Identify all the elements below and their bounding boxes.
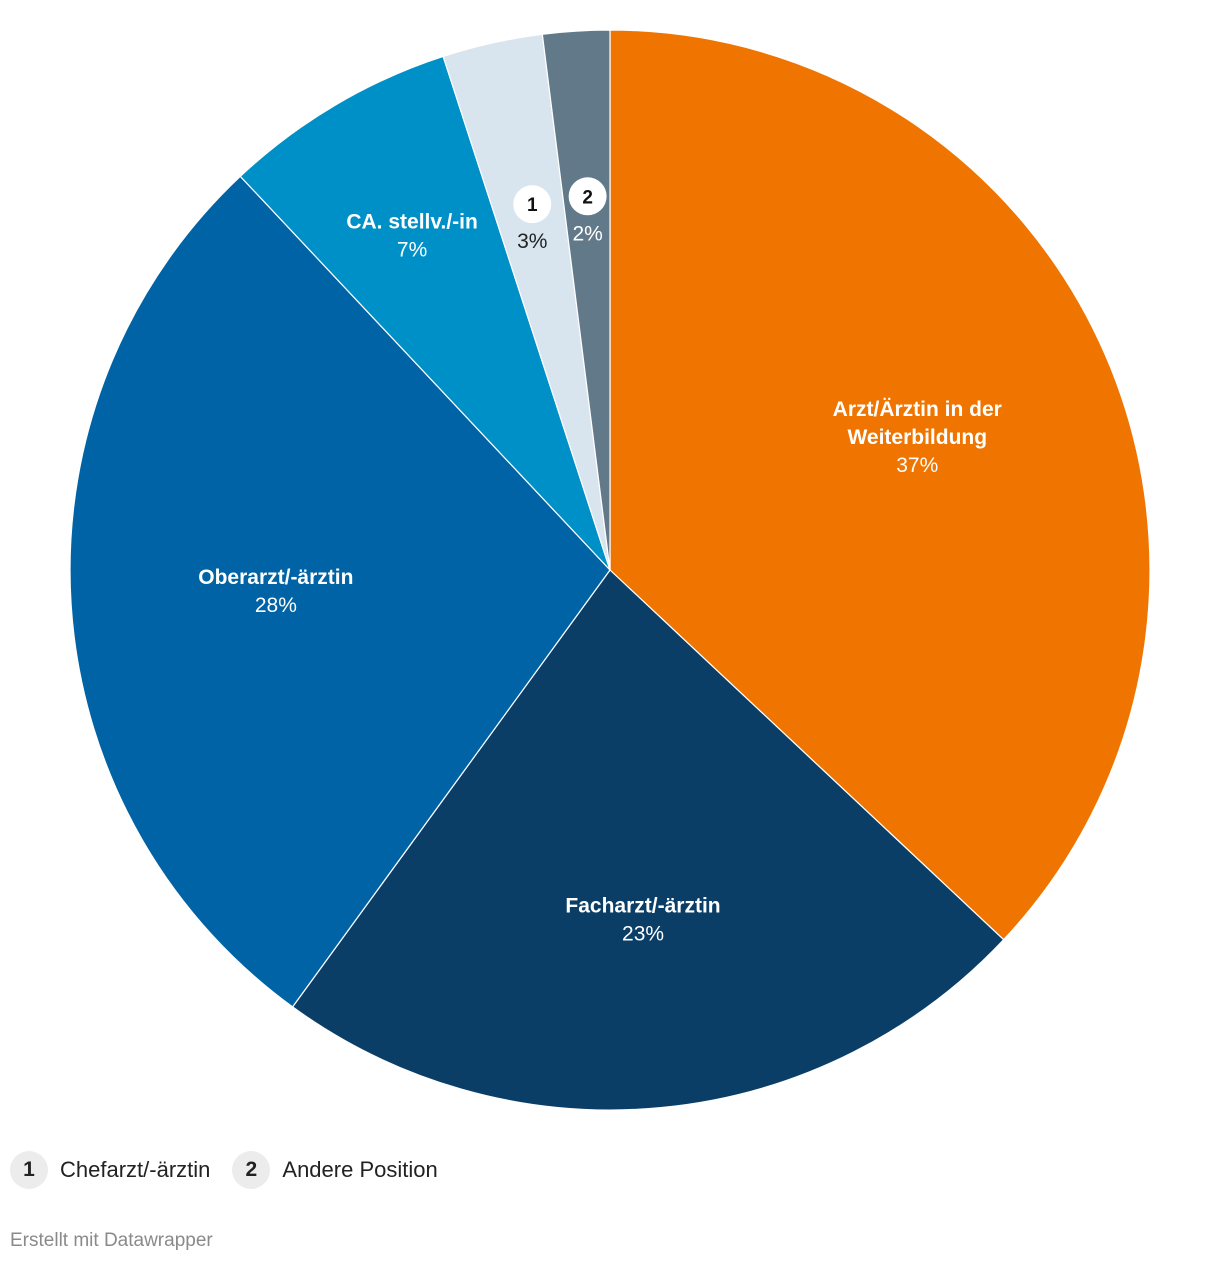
slice-marker-1 <box>513 185 552 224</box>
slice-pct-chefarzt-aerztin: 3% <box>517 230 547 253</box>
pie-chart: Arzt/Ärztin in der Weiterbildung 37% Fachar… <box>69 29 1151 1111</box>
pie-slice-arzt-aerztin-in-der-weiterbildung <box>609 29 1151 941</box>
datawrapper-credit: Erstellt mit Datawrapper <box>10 1230 213 1251</box>
slice-label-arzt-aerztin-in-der-weiterbildung-line-1: Arzt/Ärztin in der <box>833 398 1002 421</box>
slice-pct-oberarzt-aerztin: 28% <box>255 594 297 617</box>
slice-marker-text-1: 1 <box>527 195 538 216</box>
legend: 1 Chefarzt/-ärztin 2 Andere Position <box>10 1151 438 1189</box>
legend-marker-2: 2 <box>232 1151 271 1189</box>
slice-marker-text-2: 2 <box>582 187 593 208</box>
legend-label-andere-position: Andere Position <box>282 1157 438 1182</box>
slice-pct-andere-position: 2% <box>572 222 602 245</box>
slice-pct-facharzt-aerztin: 23% <box>622 922 664 945</box>
slice-pct-ca-stellv-in: 7% <box>397 238 427 261</box>
legend-marker-1: 1 <box>10 1151 48 1189</box>
pie-labels: Arzt/Ärztin in der Weiterbildung 37% Fachar… <box>198 177 1002 945</box>
legend-label-chefarzt: Chefarzt/-ärztin <box>60 1157 211 1182</box>
legend-item-andere-position: 2 Andere Position <box>232 1151 438 1189</box>
slice-marker-2 <box>568 177 607 216</box>
pie-slices <box>69 29 1151 1111</box>
slice-label-facharzt-aerztin: Facharzt/-ärztin <box>565 894 720 917</box>
slice-label-ca-stellv-in: CA. stellv./-in <box>346 210 477 233</box>
legend-item-chefarzt: 1 Chefarzt/-ärztin <box>10 1151 210 1189</box>
slice-label-oberarzt-aerztin: Oberarzt/-ärztin <box>198 566 353 589</box>
pie-slice-facharzt-aerztin <box>291 569 1005 1111</box>
slice-label-arzt-aerztin-in-der-weiterbildung-line-2: Weiterbildung <box>847 426 987 449</box>
slice-pct-arzt-aerztin-in-der-weiterbildung: 37% <box>896 454 938 477</box>
pie-slice-oberarzt-aerztin <box>69 175 611 1008</box>
pie-slice-andere-position <box>541 29 611 571</box>
pie-slice-ca-stellv-in <box>239 55 611 571</box>
